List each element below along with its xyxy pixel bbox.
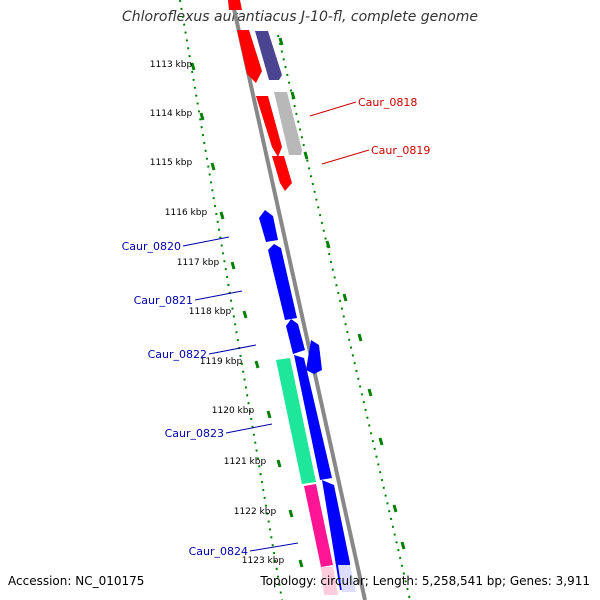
kbp-label: 1121 kbp: [224, 457, 267, 467]
gene-feature-red[interactable]: [237, 30, 262, 83]
major-tick: [266, 410, 272, 419]
gene-label[interactable]: Caur_0818: [358, 96, 417, 109]
gene-feature-caur-0824[interactable]: [304, 484, 333, 567]
kbp-label: 1113 kbp: [150, 60, 193, 70]
major-tick: [242, 310, 248, 319]
major-tick: [230, 261, 236, 270]
major-tick: [210, 162, 216, 171]
gene-feature-caur-0822[interactable]: [294, 355, 332, 480]
topology-info: Topology: circular; Length: 5,258,541 bp…: [260, 574, 590, 588]
major-tick: [254, 360, 260, 369]
gene-feature-caur-0824[interactable]: [322, 480, 350, 590]
gene-label-leader: [225, 423, 273, 434]
gene-feature-caur-0821[interactable]: [306, 340, 322, 374]
kbp-label: 1119 kbp: [200, 357, 243, 367]
major-tick: [290, 91, 296, 100]
major-tick: [400, 541, 406, 550]
gene-feature-faded: [321, 567, 338, 595]
major-tick: [199, 112, 205, 121]
major-tick: [190, 62, 196, 71]
ticks-layer: [190, 37, 406, 568]
gene-label-leader: [309, 101, 357, 117]
gene-label[interactable]: Caur_0820: [122, 240, 181, 253]
gene-label[interactable]: Caur_0821: [134, 294, 193, 307]
gene-feature-caur-0822[interactable]: [286, 319, 305, 354]
kbp-label: 1120 kbp: [212, 406, 255, 416]
major-tick: [303, 151, 309, 160]
gene-feature-caur-0821[interactable]: [268, 244, 297, 320]
gene-labels: Caur_0818 Caur_0819 Caur_0820 Caur_0821 Caur…: [122, 96, 431, 558]
gene-label-leader: [321, 149, 370, 165]
major-tick: [367, 388, 373, 397]
kbp-label: 1122 kbp: [234, 507, 277, 517]
major-tick: [298, 559, 304, 568]
outer-tick-track: [277, 34, 411, 600]
kbp-label: 1114 kbp: [150, 109, 193, 119]
major-tick: [325, 240, 331, 249]
map-title: Chloroflexus aurantiacus J-10-fl, comple…: [122, 9, 478, 25]
kbp-label: 1116 kbp: [165, 208, 208, 218]
gene-feature-faded: [338, 565, 356, 592]
gene-label[interactable]: Caur_0824: [189, 545, 248, 558]
gene-label-leader: [249, 542, 299, 552]
major-tick: [219, 211, 225, 220]
gene-label-leader: [208, 344, 257, 355]
kbp-labels: 1113 kbp 1114 kbp 1115 kbp 1116 kbp 1117 kbp…: [150, 60, 285, 566]
gene-feature-caur-0823[interactable]: [276, 358, 316, 484]
kbp-label: 1117 kbp: [177, 258, 220, 268]
gene-label-leader: [194, 290, 243, 301]
gene-feature-red[interactable]: [228, 0, 242, 10]
kbp-label: 1123 kbp: [242, 556, 285, 566]
major-tick: [357, 333, 363, 342]
gene-feature-caur-0818[interactable]: [274, 92, 302, 155]
major-tick: [288, 509, 294, 518]
inner-tick-track: [179, 0, 283, 600]
gene-feature-caur-0819[interactable]: [256, 96, 282, 157]
gene-feature-caur-0820[interactable]: [259, 210, 278, 242]
gene-label-leader: [182, 236, 230, 247]
backbone: [230, 0, 367, 600]
major-tick: [392, 504, 398, 513]
gene-feature-red[interactable]: [272, 156, 292, 191]
major-tick: [342, 293, 348, 302]
major-tick: [278, 37, 284, 46]
kbp-label: 1115 kbp: [150, 158, 193, 168]
accession: Accession: NC_010175: [8, 574, 145, 588]
kbp-label: 1118 kbp: [189, 307, 232, 317]
major-tick: [276, 459, 282, 468]
gene-label[interactable]: Caur_0822: [148, 348, 207, 361]
gene-feature[interactable]: [255, 31, 282, 80]
major-tick: [378, 437, 384, 446]
gene-label[interactable]: Caur_0823: [165, 427, 224, 440]
gene-label[interactable]: Caur_0819: [371, 144, 430, 157]
